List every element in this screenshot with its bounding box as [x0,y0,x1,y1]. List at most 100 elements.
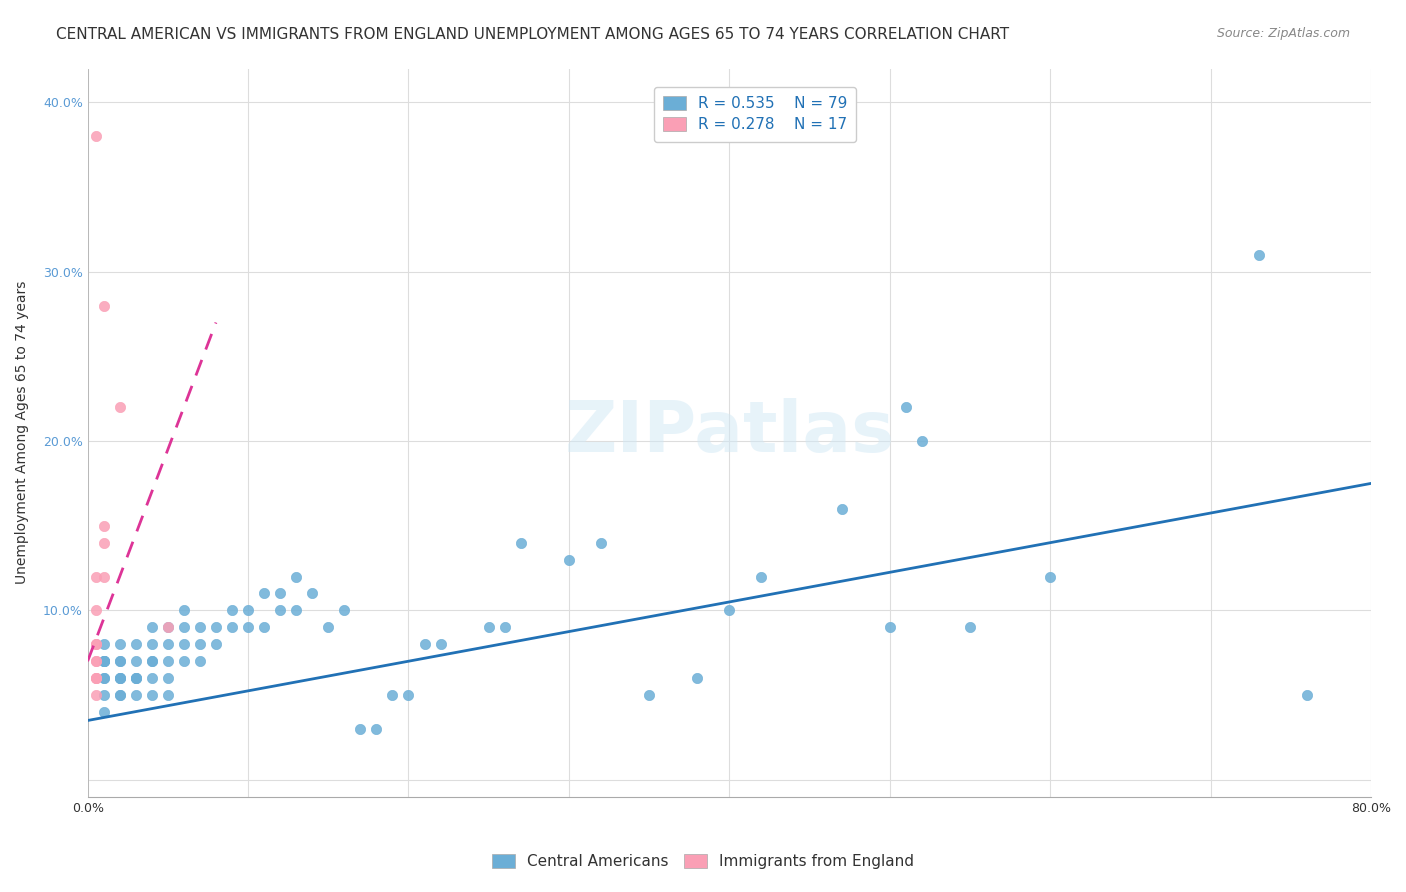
Point [84,603,107,617]
Point [108,671,131,685]
Point [589,535,612,549]
Point [156,654,179,668]
Point [236,603,259,617]
Point [253,620,276,634]
Point [108,688,131,702]
Point [413,637,436,651]
Point [173,637,195,651]
Point [93,654,115,668]
Point [959,620,981,634]
Point [156,637,179,651]
Point [221,603,243,617]
Point [125,671,148,685]
Point [84,654,107,668]
Point [1039,569,1062,583]
Point [93,535,115,549]
Point [156,671,179,685]
Text: CENTRAL AMERICAN VS IMMIGRANTS FROM ENGLAND UNEMPLOYMENT AMONG AGES 65 TO 74 YEA: CENTRAL AMERICAN VS IMMIGRANTS FROM ENGL… [56,27,1010,42]
Point [93,705,115,719]
Point [366,722,388,736]
Point [718,603,741,617]
Point [93,654,115,668]
Point [188,654,211,668]
Point [125,671,148,685]
Point [108,671,131,685]
Point [141,637,163,651]
Point [494,620,516,634]
Point [108,401,131,415]
Point [84,129,107,144]
Point [188,637,211,651]
Point [205,620,228,634]
Point [93,654,115,668]
Point [108,671,131,685]
Point [316,620,339,634]
Legend: Central Americans, Immigrants from England: Central Americans, Immigrants from Engla… [486,848,920,875]
Point [84,688,107,702]
Point [205,637,228,651]
Point [93,671,115,685]
Point [93,654,115,668]
Point [269,603,291,617]
Point [398,688,420,702]
Point [125,671,148,685]
Point [84,569,107,583]
Point [894,401,917,415]
Point [141,654,163,668]
Point [285,569,308,583]
Point [93,569,115,583]
Point [1295,688,1317,702]
Point [381,688,404,702]
Point [879,620,901,634]
Point [125,637,148,651]
Point [93,299,115,313]
Point [141,671,163,685]
Point [141,688,163,702]
Point [93,637,115,651]
Point [253,586,276,600]
Point [236,620,259,634]
Point [269,586,291,600]
Point [333,603,356,617]
Point [108,654,131,668]
Point [509,535,531,549]
Point [349,722,371,736]
Point [93,688,115,702]
Point [558,552,581,566]
Point [84,637,107,651]
Point [301,586,323,600]
Point [84,671,107,685]
Point [638,688,661,702]
Point [125,654,148,668]
Point [141,654,163,668]
Point [173,603,195,617]
Point [108,688,131,702]
Y-axis label: Unemployment Among Ages 65 to 74 years: Unemployment Among Ages 65 to 74 years [15,281,30,584]
Text: ZIPatlas: ZIPatlas [564,398,894,467]
Point [751,569,773,583]
Point [911,434,934,448]
Point [156,620,179,634]
Point [173,654,195,668]
Point [84,671,107,685]
Point [686,671,709,685]
Text: Source: ZipAtlas.com: Source: ZipAtlas.com [1216,27,1350,40]
Point [125,688,148,702]
Point [156,688,179,702]
Point [84,637,107,651]
Point [831,501,853,516]
Point [1247,248,1270,262]
Point [108,654,131,668]
Point [141,620,163,634]
Point [173,620,195,634]
Point [84,671,107,685]
Legend: R = 0.535    N = 79, R = 0.278    N = 17: R = 0.535 N = 79, R = 0.278 N = 17 [654,87,856,142]
Point [429,637,451,651]
Point [188,620,211,634]
Point [156,620,179,634]
Point [285,603,308,617]
Point [93,671,115,685]
Point [478,620,501,634]
Point [84,654,107,668]
Point [108,637,131,651]
